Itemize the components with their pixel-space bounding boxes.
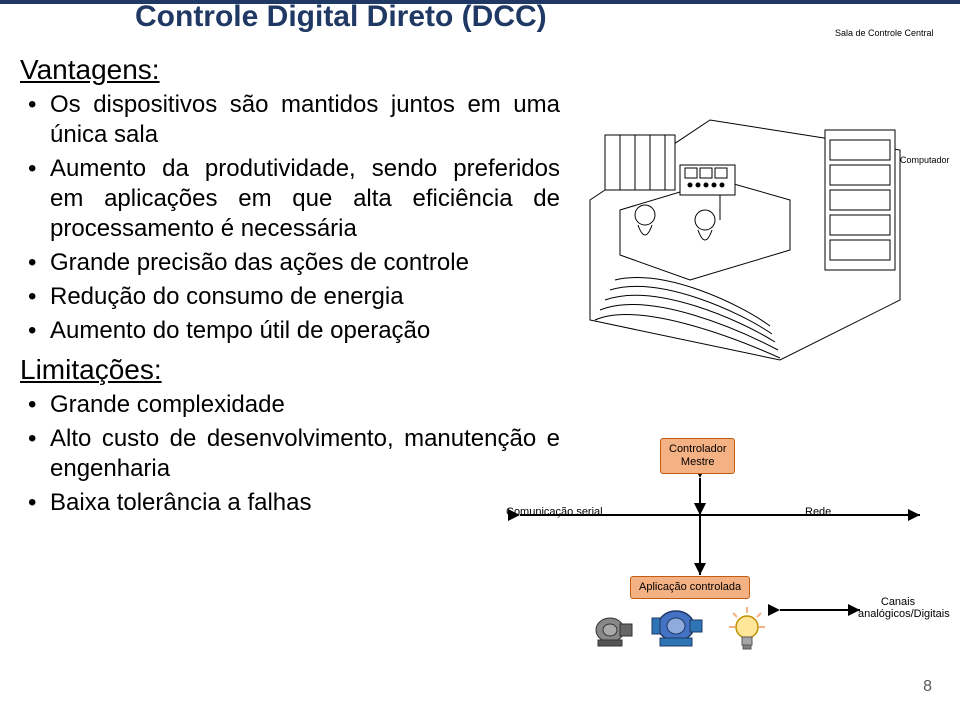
list-item: Grande precisão das ações de controle (20, 248, 560, 278)
limitations-heading: Limitações: (20, 354, 560, 386)
list-item: Alto custo de desenvolvimento, manutençã… (20, 424, 560, 484)
motor-icon (650, 602, 705, 657)
label-control-room: Sala de Controle Central (835, 28, 934, 38)
page-number: 8 (923, 678, 932, 696)
network-diagram: ControladorMestre Aplicação controlada C… (500, 430, 940, 690)
top-border (0, 0, 960, 4)
control-room-diagram: Sala de Controle Central Computador (560, 20, 940, 370)
application-badge: Aplicação controlada (630, 576, 750, 599)
advantages-heading: Vantagens: (20, 54, 560, 86)
controller-badge: ControladorMestre (660, 438, 735, 474)
label-computer: Computador (900, 155, 950, 165)
application-label: Aplicação controlada (639, 581, 741, 593)
list-item: Baixa tolerância a falhas (20, 488, 560, 518)
pump-icon (590, 610, 635, 655)
network-label: Rede (805, 506, 831, 518)
list-item: Aumento do tempo útil de operação (20, 316, 560, 346)
bulb-icon (725, 605, 770, 660)
list-item: Redução do consumo de energia (20, 282, 560, 312)
limitations-list: Grande complexidade Alto custo de desenv… (20, 390, 560, 518)
list-item: Os dispositivos são mantidos juntos em u… (20, 90, 560, 150)
comm-serial-label: Comunicação serial (506, 506, 603, 518)
list-item: Grande complexidade (20, 390, 560, 420)
channels-label: Canaisanalógicos/Digitais (858, 596, 938, 620)
list-item: Aumento da produtividade, sendo preferid… (20, 154, 560, 244)
text-content: Vantagens: Os dispositivos são mantidos … (0, 40, 540, 542)
controller-label: ControladorMestre (669, 443, 726, 468)
advantages-list: Os dispositivos são mantidos juntos em u… (20, 90, 560, 346)
